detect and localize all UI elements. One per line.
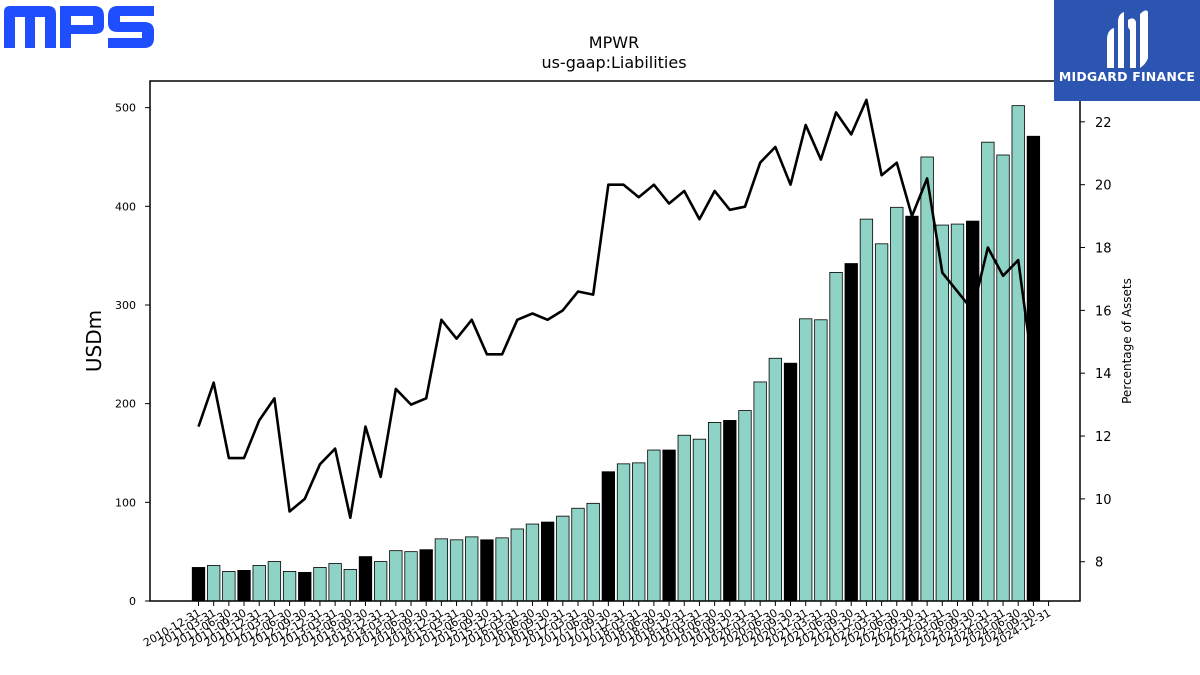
y2-tick-label: 16 [1095, 304, 1112, 319]
y2-tick-label: 12 [1095, 430, 1112, 445]
bar-2020-06-30 [768, 357, 782, 602]
bar-2015-06-30 [465, 536, 479, 602]
bar-2016-03-31 [510, 528, 524, 602]
bar-2011-09-30 [237, 570, 251, 602]
y-tick-label: 200 [115, 398, 136, 411]
bar-2024-03-31 [996, 154, 1010, 602]
y2-axis-label: Percentage of Assets [1120, 278, 1134, 404]
y2-tick-label: 14 [1095, 367, 1112, 382]
bar-2018-03-31 [632, 462, 646, 602]
bar-2019-09-30 [723, 420, 737, 602]
midgard-finance-logo: MIDGARD FINANCE [1054, 0, 1200, 101]
y2-tick-label: 18 [1095, 242, 1112, 257]
bar-2011-03-31 [207, 565, 221, 602]
bar-2012-09-30 [298, 571, 312, 602]
bar-2014-06-30 [404, 551, 418, 602]
bar-2021-03-31 [814, 319, 828, 602]
bar-2015-09-30 [480, 539, 494, 602]
y-axis-label: USDm [82, 310, 106, 372]
bar-2015-03-31 [449, 539, 464, 602]
bar-2017-09-30 [601, 471, 616, 602]
bar-2019-12-31 [738, 410, 752, 602]
bar-2013-06-30 [343, 569, 357, 602]
midgard-logo-text: MIDGARD FINANCE [1058, 69, 1196, 84]
y2-tick-label: 22 [1095, 116, 1112, 131]
chart-subtitle: us-gaap:Liabilities [541, 53, 686, 72]
bar-2017-12-31 [616, 463, 631, 602]
bar-2023-06-30 [950, 223, 965, 602]
bar-2020-03-31 [753, 381, 767, 602]
bar-2022-12-31 [920, 156, 934, 602]
bar-2022-09-30 [905, 215, 919, 602]
bar-2018-09-30 [662, 449, 676, 602]
y-tick-label: 400 [115, 200, 136, 213]
bar-2010-12-31 [191, 567, 206, 602]
bar-2014-03-31 [389, 550, 403, 602]
bar-2018-12-31 [677, 434, 691, 602]
bar-2013-03-31 [328, 563, 342, 602]
bar-2022-03-31 [874, 243, 889, 602]
bar-2018-06-30 [647, 449, 661, 602]
bar-2013-09-30 [358, 556, 373, 602]
bar-2016-12-31 [556, 515, 570, 602]
bar-2011-12-31 [252, 565, 266, 602]
bar-series [191, 105, 1041, 602]
y2-tick-label: 20 [1095, 179, 1112, 194]
bar-2011-06-30 [222, 570, 236, 602]
y-tick-label: 100 [115, 496, 136, 509]
bar-2023-03-31 [935, 224, 949, 602]
line-series [197, 98, 1035, 520]
bar-2021-06-30 [829, 272, 843, 602]
y-axis-left: 0 100 200 300 400 500 [115, 102, 150, 608]
bar-2024-06-30 [1011, 105, 1025, 602]
x-axis: 2010-12-312011-03-312011-06-302011-09-30… [141, 601, 1053, 650]
plot-frame [149, 80, 1081, 602]
bar-2012-12-31 [313, 567, 327, 602]
bar-2023-12-31 [981, 141, 995, 602]
y-tick-label: 300 [115, 299, 136, 312]
percentage-line [197, 98, 1035, 520]
bar-2021-12-31 [859, 218, 874, 602]
bar-2014-09-30 [419, 549, 433, 602]
y-axis-right: 8 10 12 14 16 18 20 22 [1080, 116, 1112, 571]
bar-2013-12-31 [374, 561, 388, 602]
y-tick-label: 0 [129, 595, 136, 608]
bar-2012-03-31 [267, 561, 282, 602]
bar-2020-12-31 [799, 318, 813, 602]
y-tick-label: 500 [115, 102, 136, 115]
bar-2016-06-30 [525, 523, 540, 602]
bar-2021-09-30 [844, 263, 858, 602]
bar-2017-03-31 [571, 507, 585, 602]
bar-2020-09-30 [783, 362, 798, 602]
bar-2019-03-31 [692, 438, 707, 602]
bar-2014-12-31 [434, 538, 449, 602]
bar-2022-06-30 [890, 206, 904, 602]
mps-logo [4, 4, 156, 54]
bar-2017-06-30 [586, 502, 600, 602]
bar-2023-09-30 [966, 220, 980, 602]
bar-2016-09-30 [540, 521, 555, 602]
midgard-emblem-icon [1107, 10, 1148, 68]
bar-2015-12-31 [495, 537, 509, 602]
chart-title: MPWR [589, 33, 639, 52]
bar-2012-06-30 [282, 570, 297, 602]
y2-tick-label: 10 [1095, 493, 1112, 508]
y2-tick-label: 8 [1095, 556, 1103, 571]
bar-2019-06-30 [707, 422, 722, 602]
